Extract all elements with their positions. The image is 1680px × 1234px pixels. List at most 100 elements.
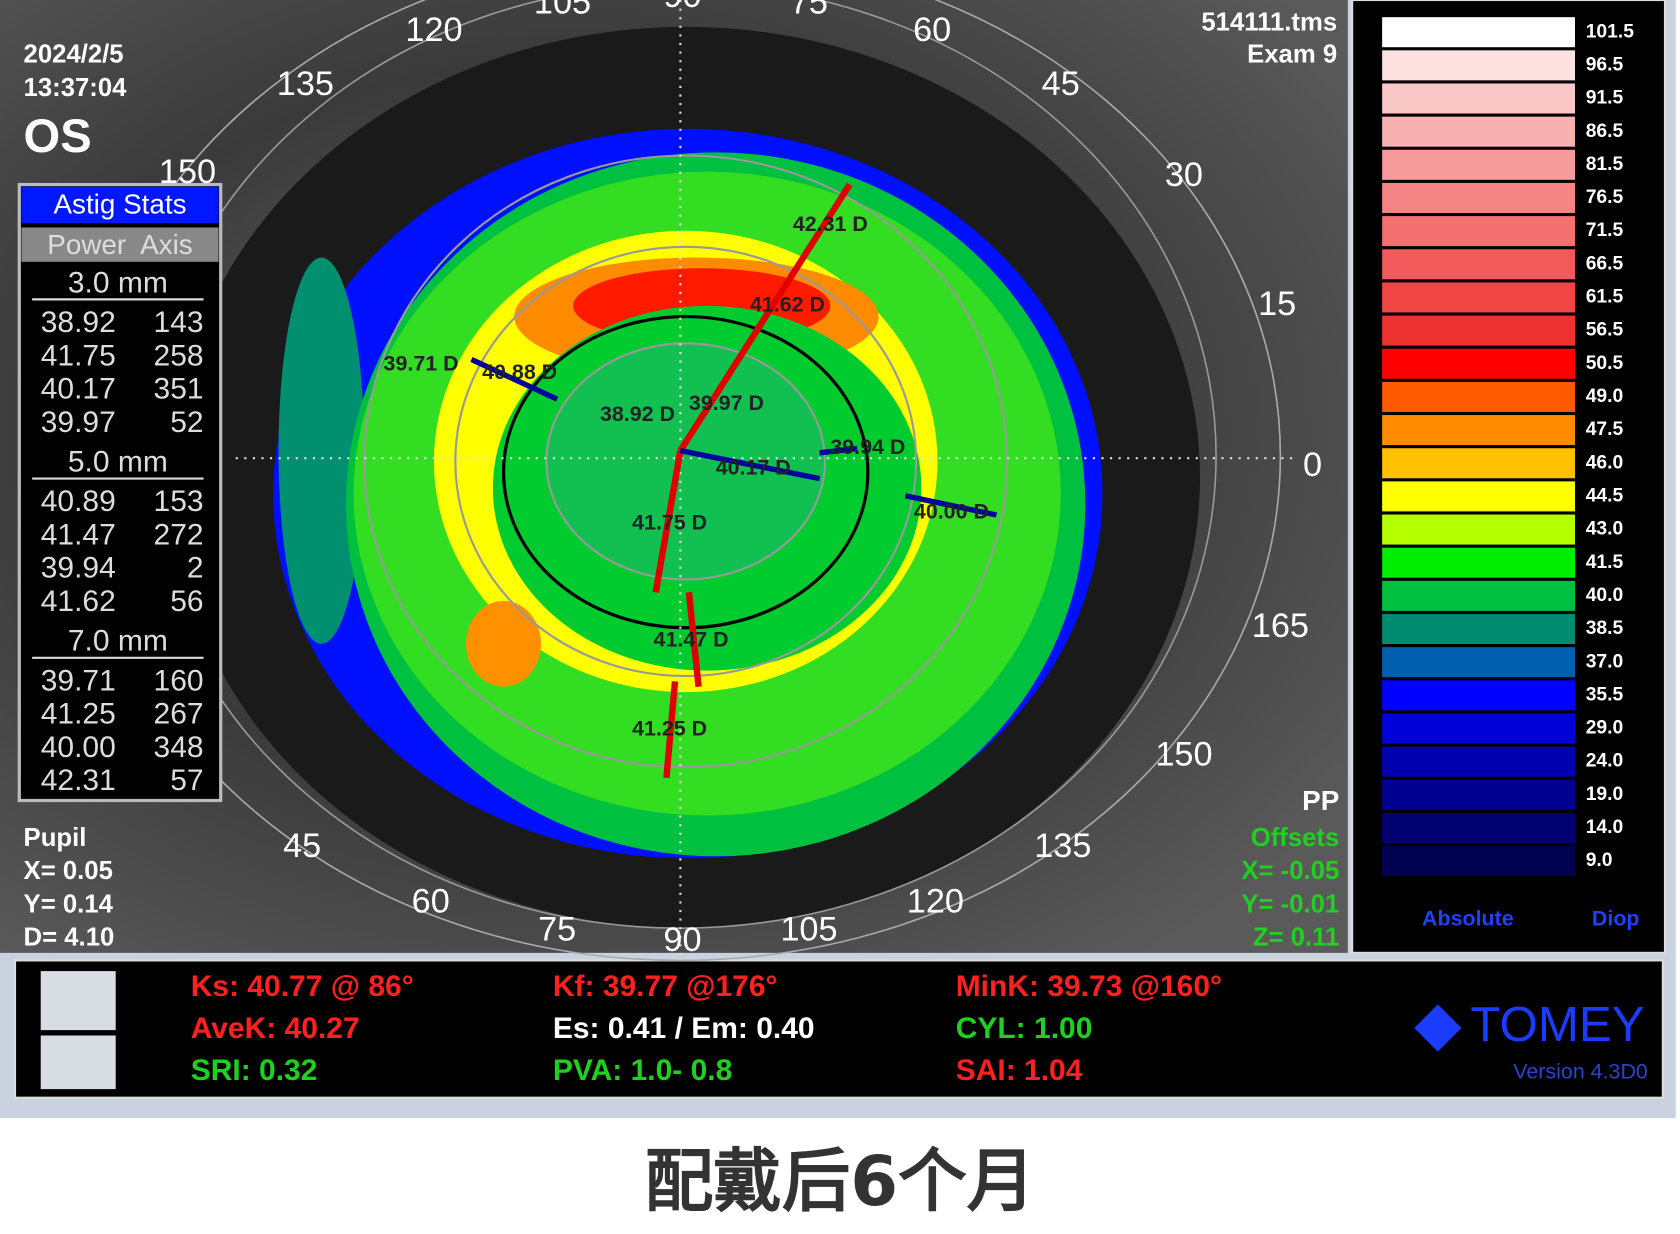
scale-label: 41.5: [1586, 552, 1624, 573]
date: 2024/2/5: [24, 41, 124, 69]
power: 39.94: [41, 552, 116, 585]
index-value: SRI: 0.32: [191, 1054, 318, 1087]
zone-label: 5.0 mm: [68, 445, 168, 478]
angle-label: 15: [1258, 285, 1296, 323]
index-value: AveK: 40.27: [191, 1012, 360, 1045]
scale-band: [1382, 713, 1575, 744]
meridian: [904, 493, 997, 518]
scale-band: [1382, 647, 1575, 678]
time: 13:37:04: [24, 74, 128, 102]
map-label: 41.47 D: [654, 627, 729, 651]
map-label: 41.75 D: [632, 510, 707, 534]
zone-circle: [454, 245, 918, 678]
scale-band: [1382, 580, 1575, 611]
offset-x: X= -0.05: [1241, 857, 1339, 885]
pupil-circle: [501, 314, 870, 630]
scale-label: 91.5: [1586, 88, 1624, 109]
scale-band: [1382, 514, 1575, 545]
angle-label: 60: [412, 883, 450, 921]
scale-label: 14.0: [1586, 817, 1624, 838]
map-zone: [546, 343, 825, 580]
power: 41.25: [41, 698, 116, 731]
zone-circle: [545, 342, 827, 581]
map-label: 41.62 D: [750, 292, 825, 316]
astig-title: Astig Stats: [53, 188, 186, 219]
meridian: [685, 591, 702, 688]
axis: 57: [170, 764, 203, 797]
angle-label: 45: [283, 827, 321, 865]
offset-z: Z= 0.11: [1253, 924, 1339, 952]
power: 42.31: [41, 764, 116, 797]
zone-circle: [363, 154, 1009, 769]
map-zone: [278, 257, 365, 644]
angle-label: 150: [1155, 736, 1212, 774]
scale-band: [1382, 216, 1575, 247]
map-label: 40.00 D: [914, 500, 989, 524]
scale-band: [1382, 17, 1575, 48]
scale-label: 24.0: [1586, 751, 1624, 772]
meridian: [470, 357, 559, 402]
angle-label: 30: [1165, 156, 1203, 194]
axis: 160: [154, 664, 204, 697]
scale-label: 50.5: [1586, 353, 1624, 374]
angle-label: 165: [1252, 607, 1309, 645]
scale-label: 46.0: [1586, 452, 1624, 473]
axis: 56: [170, 585, 203, 618]
astig-columns: [21, 227, 219, 262]
meridian: [663, 681, 679, 779]
map-label: 39.71 D: [384, 351, 459, 375]
scale-band: [1382, 680, 1575, 711]
angle-label: 45: [1042, 65, 1080, 103]
power: 41.47: [41, 518, 116, 551]
scale-band: [1382, 415, 1575, 446]
angle-label: 60: [913, 11, 951, 49]
indices-panel: [13, 959, 1664, 1099]
axis: 2: [187, 552, 204, 585]
scale-label: 44.5: [1586, 485, 1624, 506]
scale-label: 61.5: [1586, 287, 1624, 308]
scale-band: [1382, 83, 1575, 114]
power: 40.00: [41, 731, 116, 764]
index-value: Ks: 40.77 @ 86°: [191, 970, 414, 1003]
astig-box: [17, 182, 223, 803]
scale-band: [1382, 481, 1575, 512]
astig-columns-label: Power Axis: [47, 229, 192, 260]
scale-label: 35.5: [1586, 684, 1624, 705]
scale-label: 37.0: [1586, 651, 1624, 672]
power: 40.89: [41, 485, 116, 518]
map-label: 42.31 D: [793, 212, 868, 236]
map-label: 39.97 D: [689, 391, 764, 415]
scale-label: 96.5: [1586, 54, 1624, 75]
meridian: [652, 450, 684, 593]
scale-band: [1382, 381, 1575, 412]
scale-label: 38.5: [1586, 618, 1624, 639]
scale-label: 81.5: [1586, 154, 1624, 175]
scale-label: 101.5: [1586, 21, 1635, 42]
pupil-d: D= 4.10: [24, 924, 115, 952]
offset-y: Y= -0.01: [1241, 890, 1339, 918]
axis: 267: [154, 698, 204, 731]
eye: OS: [24, 109, 92, 162]
scale-label: 19.0: [1586, 784, 1624, 805]
logo: TOMEY: [1470, 997, 1644, 1052]
index-value: MinK: 39.73 @160°: [956, 970, 1222, 1003]
power: 41.75: [41, 339, 116, 372]
meridian: [679, 448, 821, 482]
scale-band: [1382, 348, 1575, 379]
map-label: 40.17 D: [716, 456, 791, 480]
angle-label: 75: [790, 0, 828, 21]
power: 39.71: [41, 664, 116, 697]
scale-unit: Diop: [1592, 906, 1640, 930]
scale-band: [1382, 249, 1575, 280]
index-value: PVA: 1.0- 0.8: [553, 1054, 732, 1087]
scale-label: 86.5: [1586, 121, 1624, 142]
icon-button[interactable]: [40, 1035, 116, 1090]
icon-button[interactable]: [40, 971, 116, 1031]
flat-meridians: [470, 357, 997, 518]
index-value: Kf: 39.77 @176°: [553, 970, 778, 1003]
power: 38.92: [41, 306, 116, 339]
scale-band: [1382, 50, 1575, 81]
angle-label: 135: [277, 65, 334, 103]
